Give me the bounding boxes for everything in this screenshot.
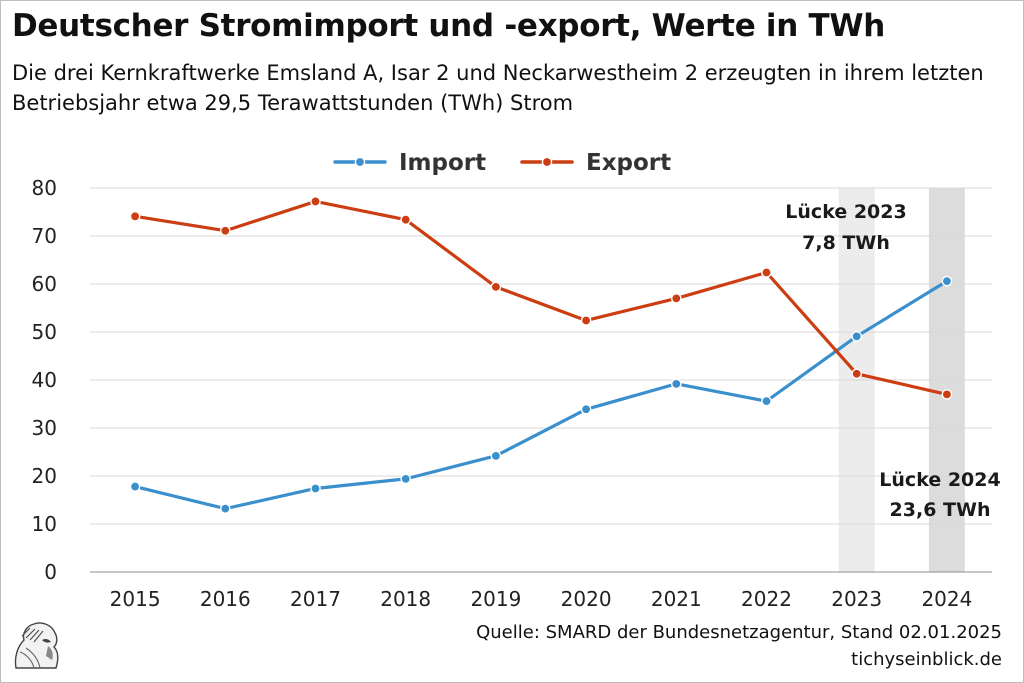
annotation-value-2023: 7,8 TWh — [802, 232, 890, 254]
x-tick-label: 2017 — [290, 587, 341, 611]
chart-title: Deutscher Stromimport und -export, Werte… — [12, 8, 886, 44]
legend-marker-import — [354, 156, 366, 168]
x-tick-label: 2023 — [831, 587, 882, 611]
data-point-export — [129, 211, 141, 222]
y-tick-label: 20 — [32, 464, 57, 488]
x-tick-label: 2016 — [200, 587, 251, 611]
series-lines — [129, 196, 953, 514]
data-point-import — [490, 450, 502, 462]
data-point-export — [400, 214, 412, 225]
y-tick-label: 30 — [32, 416, 57, 440]
y-tick-label: 60 — [32, 272, 57, 296]
data-point-import — [671, 378, 682, 390]
grid-lines — [90, 187, 992, 573]
data-point-export — [310, 196, 321, 207]
x-tick-label: 2018 — [380, 587, 431, 611]
y-axis: 0 10 20 30 40 50 60 70 80 — [32, 176, 57, 584]
data-point-export — [671, 293, 682, 304]
data-point-export — [941, 389, 953, 400]
data-point-import — [761, 395, 772, 407]
data-point-export — [219, 225, 231, 237]
y-tick-label: 70 — [32, 224, 57, 248]
data-point-export — [851, 368, 863, 380]
data-point-import — [310, 483, 321, 494]
data-point-import — [851, 331, 863, 342]
x-tick-label: 2020 — [561, 587, 612, 611]
legend-marker-export — [541, 156, 553, 168]
data-point-export — [761, 267, 772, 278]
legend-label-export: Export — [586, 150, 671, 176]
annotation-value-2024: 23,6 TWh — [890, 499, 991, 521]
chart-subtitle: Die drei Kernkraftwerke Emsland A, Isar … — [12, 61, 984, 115]
x-tick-label: 2022 — [741, 587, 792, 611]
x-tick-label: 2019 — [470, 587, 521, 611]
x-axis: 2015 2016 2017 2018 2019 2020 2021 2022 2023 2024 — [110, 587, 973, 611]
x-tick-label: 2015 — [110, 587, 161, 611]
data-point-export — [490, 281, 502, 293]
annotations: Lücke 2023 7,8 TWh Lücke 2024 23,6 TWh — [785, 201, 1000, 521]
series-line-import — [133, 279, 949, 511]
x-tick-label: 2024 — [921, 587, 972, 611]
data-point-export — [580, 315, 592, 326]
eagle-head-logo-icon — [14, 622, 59, 669]
data-point-import — [129, 481, 141, 492]
data-point-import — [219, 503, 231, 514]
site-credit: tichyseinblick.de — [851, 649, 1002, 670]
data-point-import — [941, 275, 953, 287]
y-tick-label: 0 — [44, 560, 57, 584]
y-tick-label: 80 — [32, 176, 57, 200]
y-tick-label: 10 — [32, 512, 57, 536]
series-line-export — [133, 199, 949, 396]
source-note: Quelle: SMARD der Bundesnetzagentur, Sta… — [476, 622, 1002, 643]
legend-label-import: Import — [399, 150, 486, 176]
annotation-title-2023: Lücke 2023 — [785, 201, 906, 223]
legend: Import Export — [333, 150, 671, 176]
y-tick-label: 50 — [32, 320, 57, 344]
data-point-import — [580, 403, 592, 415]
x-tick-label: 2021 — [651, 587, 702, 611]
data-point-import — [400, 473, 412, 485]
y-tick-label: 40 — [32, 368, 57, 392]
annotation-title-2024: Lücke 2024 — [879, 469, 1000, 491]
